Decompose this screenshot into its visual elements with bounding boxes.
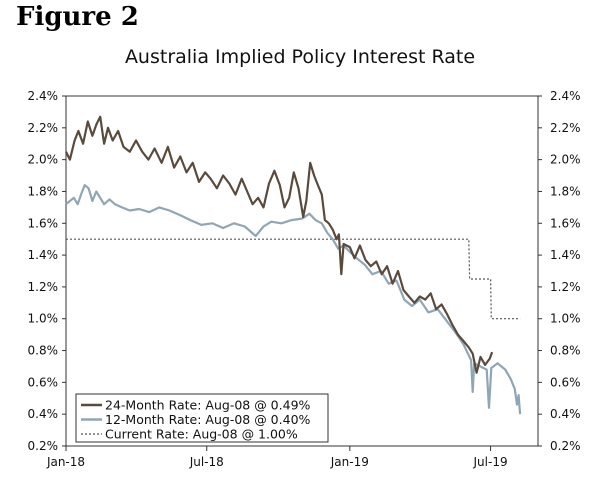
y-tick-label-right: 0.8% [550, 344, 581, 358]
y-tick-label-left: 2.0% [28, 153, 59, 167]
plot-area [65, 95, 539, 447]
y-axis: 0.2% 0.2% 0.4% 0.4% 0.6% 0.6% 0.8% 0.8% 1.0% 1.0%… [28, 89, 581, 453]
y-tick-label-right: 1.8% [550, 184, 581, 198]
y-tick-label-right: 0.2% [550, 439, 581, 453]
y-tick-label-left: 1.2% [28, 280, 59, 294]
y-tick-label-right: 2.0% [550, 153, 581, 167]
x-tick-label: Jan-19 [330, 455, 369, 469]
x-tick-label: Jul-19 [473, 455, 508, 469]
y-tick-label-left: 1.4% [28, 248, 59, 262]
y-tick-label-right: 1.2% [550, 280, 581, 294]
y-tick-label-left: 1.8% [28, 184, 59, 198]
series-line-3 [66, 238, 521, 320]
legend-box [75, 393, 329, 443]
x-axis: Jan-18 Jul-18 Jan-19 Jul-19 [46, 446, 508, 469]
y-tick-label-right: 2.4% [550, 89, 581, 103]
y-tick-label-left: 2.4% [28, 89, 59, 103]
y-tick-label-left: 0.4% [28, 407, 59, 421]
y-tick-label-left: 0.6% [28, 375, 59, 389]
legend-label: Current Rate: Aug-08 @ 1.00% [105, 427, 298, 442]
x-tick-label: Jan-18 [46, 455, 85, 469]
y-tick-label-right: 1.0% [550, 312, 581, 326]
series-line-2 [65, 184, 522, 415]
y-tick-label-left: 2.2% [28, 121, 59, 135]
figure-label: Figure 2 [16, 2, 139, 32]
series-layer [65, 115, 522, 415]
legend-label: 12-Month Rate: Aug-08 @ 0.40% [105, 412, 311, 427]
x-tick-label: Jul-18 [189, 455, 224, 469]
y-tick-label-left: 1.6% [28, 216, 59, 230]
y-tick-label-right: 0.4% [550, 407, 581, 421]
y-tick-label-left: 1.0% [28, 312, 59, 326]
y-tick-label-right: 0.6% [550, 375, 581, 389]
legend: 24-Month Rate: Aug-08 @ 0.49%12-Month Ra… [75, 393, 329, 443]
y-tick-label-right: 2.2% [550, 121, 581, 135]
y-tick-label-right: 1.6% [550, 216, 581, 230]
legend-label: 24-Month Rate: Aug-08 @ 0.49% [105, 398, 311, 413]
series-line-1 [65, 115, 494, 374]
chart-title: Australia Implied Policy Interest Rate [124, 46, 476, 68]
y-tick-label-right: 1.4% [550, 248, 581, 262]
y-tick-label-left: 0.2% [28, 439, 59, 453]
y-tick-label-left: 0.8% [28, 344, 59, 358]
